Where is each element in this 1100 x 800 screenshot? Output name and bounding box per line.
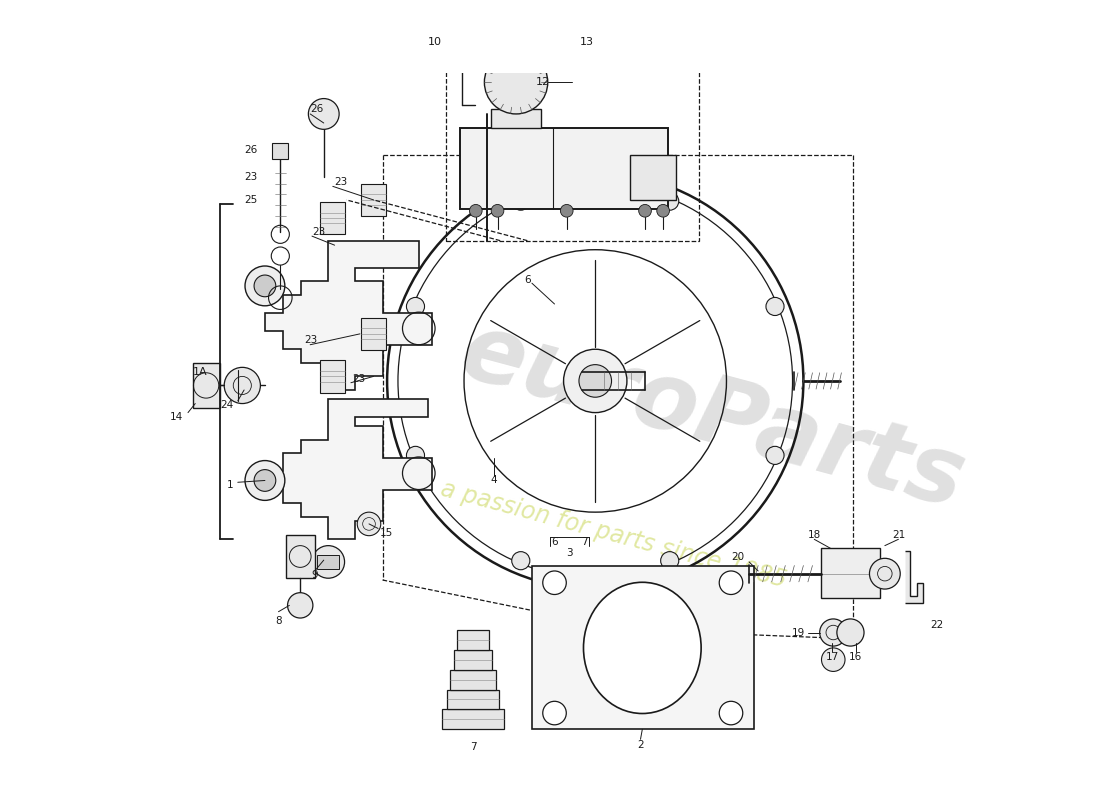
- Circle shape: [470, 205, 482, 217]
- Bar: [320, 360, 345, 393]
- Text: 23: 23: [244, 172, 257, 182]
- Circle shape: [512, 192, 530, 210]
- Circle shape: [406, 298, 425, 315]
- Text: 6: 6: [551, 537, 558, 547]
- Circle shape: [254, 275, 276, 297]
- Bar: [451, 670, 496, 690]
- Circle shape: [837, 619, 864, 646]
- Bar: [447, 690, 499, 710]
- Circle shape: [719, 702, 742, 725]
- Polygon shape: [532, 566, 754, 730]
- Bar: [460, 127, 668, 209]
- Text: 23: 23: [353, 374, 366, 384]
- Text: 4: 4: [491, 475, 497, 486]
- Bar: [630, 154, 676, 200]
- Circle shape: [661, 552, 679, 570]
- Text: 15: 15: [379, 528, 393, 538]
- Circle shape: [542, 571, 566, 594]
- Circle shape: [512, 552, 530, 570]
- Circle shape: [406, 446, 425, 465]
- Bar: [442, 710, 504, 730]
- Bar: [454, 650, 492, 670]
- Text: 6: 6: [524, 274, 530, 285]
- Polygon shape: [905, 551, 923, 602]
- Bar: [286, 534, 315, 578]
- Circle shape: [312, 546, 344, 578]
- Text: a passion for parts since 1985: a passion for parts since 1985: [438, 477, 789, 593]
- Circle shape: [822, 648, 845, 671]
- Text: 8: 8: [275, 616, 282, 626]
- Text: 26: 26: [310, 105, 323, 114]
- Polygon shape: [265, 399, 432, 539]
- Circle shape: [224, 367, 261, 403]
- Text: 20: 20: [732, 552, 745, 562]
- Circle shape: [820, 619, 847, 646]
- Bar: [361, 318, 386, 350]
- Text: 21: 21: [892, 530, 905, 540]
- Bar: [446, 0, 700, 241]
- Text: 10: 10: [428, 37, 442, 46]
- Circle shape: [358, 512, 381, 536]
- Circle shape: [766, 446, 784, 465]
- Text: 12: 12: [536, 78, 550, 87]
- Text: 9: 9: [311, 570, 318, 581]
- Text: 25: 25: [244, 195, 257, 205]
- Text: 7: 7: [581, 537, 587, 547]
- Circle shape: [484, 50, 548, 114]
- Circle shape: [287, 593, 312, 618]
- Ellipse shape: [583, 582, 701, 714]
- Text: 22: 22: [931, 620, 944, 630]
- Bar: [361, 184, 386, 216]
- Circle shape: [869, 558, 900, 589]
- Text: euroParts: euroParts: [451, 306, 975, 529]
- Circle shape: [560, 205, 573, 217]
- Text: 23: 23: [304, 335, 317, 346]
- Text: 3: 3: [566, 548, 573, 558]
- Circle shape: [766, 298, 784, 315]
- Bar: [272, 143, 288, 159]
- Polygon shape: [265, 241, 432, 390]
- Text: 1: 1: [227, 480, 233, 490]
- Circle shape: [245, 461, 285, 500]
- Bar: [318, 554, 339, 569]
- Circle shape: [579, 365, 612, 398]
- Circle shape: [719, 571, 742, 594]
- Text: 24: 24: [220, 400, 233, 410]
- Text: 16: 16: [849, 652, 862, 662]
- Circle shape: [510, 0, 521, 2]
- Circle shape: [639, 205, 651, 217]
- Circle shape: [661, 192, 679, 210]
- Text: 18: 18: [807, 530, 821, 540]
- Bar: [192, 363, 220, 408]
- Circle shape: [542, 702, 566, 725]
- Text: 13: 13: [580, 37, 593, 46]
- Circle shape: [492, 205, 504, 217]
- Text: 26: 26: [244, 145, 257, 155]
- Circle shape: [482, 0, 550, 30]
- Text: 19: 19: [792, 627, 805, 638]
- Circle shape: [308, 98, 339, 130]
- Text: 17: 17: [826, 652, 839, 662]
- Text: 11: 11: [586, 0, 601, 2]
- Circle shape: [657, 205, 670, 217]
- Bar: [320, 202, 345, 234]
- Circle shape: [566, 180, 579, 193]
- Circle shape: [563, 350, 627, 413]
- Text: 23: 23: [312, 226, 326, 237]
- Text: 14: 14: [170, 412, 184, 422]
- Bar: [492, 110, 541, 127]
- Text: 1A: 1A: [194, 367, 208, 377]
- Bar: [456, 630, 490, 650]
- Text: 2: 2: [637, 740, 644, 750]
- Circle shape: [254, 470, 276, 491]
- Text: 23: 23: [334, 177, 348, 187]
- Text: 7: 7: [470, 742, 476, 753]
- Circle shape: [245, 266, 285, 306]
- Bar: [822, 548, 880, 598]
